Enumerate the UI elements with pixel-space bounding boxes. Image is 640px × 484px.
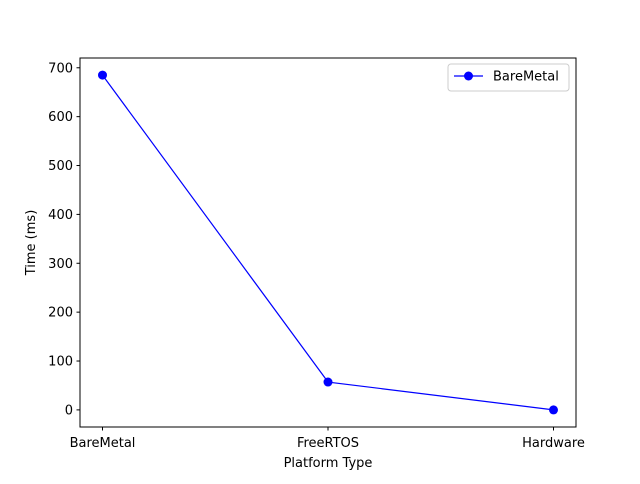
x-tick-label: Hardware	[522, 436, 585, 451]
y-axis-ticks: 0 100 200 300 400 500 600 700	[48, 61, 80, 418]
x-axis-label: Platform Type	[284, 456, 373, 471]
plot-area-background	[80, 58, 576, 427]
x-tick-label: FreeRTOS	[297, 436, 359, 451]
y-tick-label: 100	[48, 355, 73, 370]
data-point	[549, 405, 558, 415]
y-tick-label: 600	[48, 110, 73, 125]
y-tick-label: 500	[48, 159, 73, 174]
plot-area-frame	[79, 57, 577, 428]
y-tick-label: 200	[48, 306, 73, 321]
y-tick-label: 300	[48, 257, 73, 272]
data-point	[98, 70, 107, 80]
legend: BareMetal	[447, 63, 570, 92]
legend-box	[447, 63, 570, 92]
x-tick-label: BareMetal	[70, 436, 136, 451]
y-axis-label: Time (ms)	[24, 210, 39, 277]
y-tick-label: 700	[48, 61, 73, 76]
y-tick-label: 400	[48, 208, 73, 223]
data-point	[323, 377, 333, 387]
legend-label: BareMetal	[493, 70, 559, 85]
legend-marker-sample	[464, 71, 473, 81]
series-layer	[98, 70, 558, 415]
y-tick-label: 0	[65, 403, 73, 418]
x-axis-ticks: BareMetal FreeRTOS Hardware	[70, 427, 585, 451]
